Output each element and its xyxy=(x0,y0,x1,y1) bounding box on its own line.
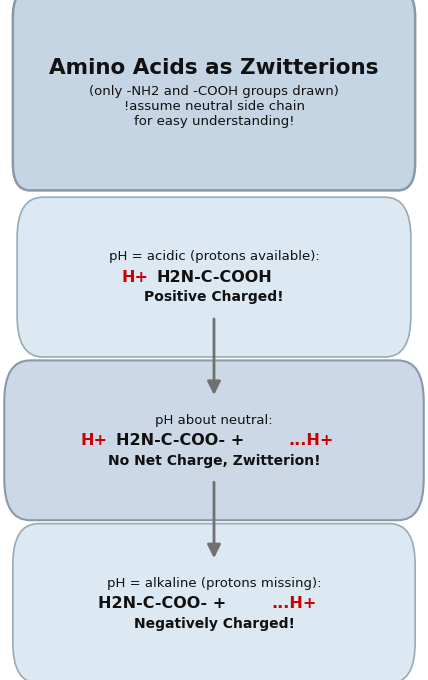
Text: Amino Acids as Zwitterions: Amino Acids as Zwitterions xyxy=(49,58,379,78)
FancyBboxPatch shape xyxy=(13,0,415,190)
Text: pH = acidic (protons available):: pH = acidic (protons available): xyxy=(109,250,319,263)
Text: pH = alkaline (protons missing):: pH = alkaline (protons missing): xyxy=(107,577,321,590)
Text: H2N-C-COO- +: H2N-C-COO- + xyxy=(116,433,250,448)
Text: Positive Charged!: Positive Charged! xyxy=(144,290,284,305)
Text: H2N-C-COOH: H2N-C-COOH xyxy=(157,269,273,285)
Text: ...H+: ...H+ xyxy=(288,433,334,448)
Text: H2N-C-COO- +: H2N-C-COO- + xyxy=(98,596,232,611)
Text: H+: H+ xyxy=(122,269,149,285)
Text: for easy understanding!: for easy understanding! xyxy=(134,115,294,129)
Text: No Net Charge, Zwitterion!: No Net Charge, Zwitterion! xyxy=(108,454,320,468)
Text: Negatively Charged!: Negatively Charged! xyxy=(134,617,294,631)
FancyBboxPatch shape xyxy=(17,197,411,357)
Text: ...H+: ...H+ xyxy=(271,596,316,611)
Text: !assume neutral side chain: !assume neutral side chain xyxy=(124,100,304,114)
Text: (only -NH2 and -COOH groups drawn): (only -NH2 and -COOH groups drawn) xyxy=(89,85,339,99)
Text: pH about neutral:: pH about neutral: xyxy=(155,413,273,427)
FancyBboxPatch shape xyxy=(13,524,415,680)
Text: H+: H+ xyxy=(81,433,108,448)
FancyBboxPatch shape xyxy=(4,360,424,520)
